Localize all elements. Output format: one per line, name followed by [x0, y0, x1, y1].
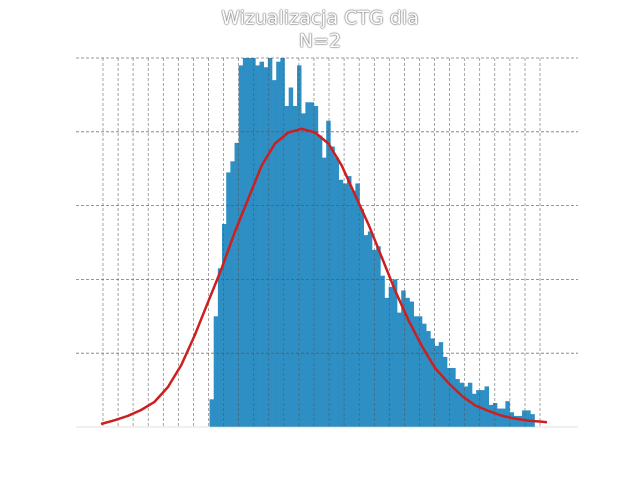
histogram-bar [455, 379, 460, 427]
histogram-bar [280, 58, 285, 427]
histogram-bar [397, 312, 402, 427]
histogram-bar [526, 410, 531, 427]
histogram-bar [513, 415, 519, 427]
chart-title-line-2: N=2 [298, 30, 342, 52]
histogram-bar [288, 87, 294, 428]
histogram-bar [392, 279, 398, 427]
histogram-bar [434, 345, 439, 427]
histogram-bar [209, 399, 214, 427]
histogram-bar [367, 231, 373, 427]
histogram-bar [284, 105, 289, 427]
histogram-bar [276, 61, 281, 427]
histogram-bar [347, 176, 352, 427]
histogram-bar [409, 301, 414, 427]
histogram-bar [297, 65, 302, 427]
histogram-bar [272, 80, 277, 427]
histogram-bar [384, 297, 389, 427]
histogram-bar [405, 297, 410, 427]
histogram-bar [330, 146, 335, 427]
histogram-bar [334, 157, 339, 427]
histogram-bar [463, 386, 469, 427]
histogram-bar [309, 102, 314, 427]
histogram-bar [401, 290, 406, 427]
histogram-bar [476, 390, 481, 427]
histogram-bar [267, 58, 273, 427]
histogram-bar [222, 224, 227, 427]
histogram-bar [338, 179, 344, 427]
histogram-bar [522, 410, 527, 427]
histogram-bar [388, 286, 394, 427]
histogram-bar [355, 183, 360, 427]
histogram-bar [317, 135, 323, 428]
histogram-bar [217, 268, 223, 427]
histogram-bar [263, 67, 269, 427]
histogram-bar [230, 161, 235, 427]
histogram-bar [363, 235, 369, 427]
histogram-bar [442, 356, 448, 427]
histogram-bar [247, 58, 252, 427]
histogram-bar [417, 316, 423, 427]
histogram-bar [292, 105, 298, 427]
histogram-bar [351, 190, 356, 427]
histogram-bar [438, 342, 444, 427]
histogram-bar [342, 183, 348, 427]
histogram-bar [484, 386, 489, 427]
histogram-bar [259, 61, 264, 427]
histogram-bar [226, 172, 231, 427]
histogram-bar [305, 102, 310, 427]
histogram-bar [234, 142, 239, 427]
grid-lines [76, 57, 578, 428]
histogram-bar [238, 65, 244, 427]
histogram-bar [326, 120, 331, 427]
histogram-bar [517, 415, 523, 427]
histogram-bars [209, 58, 535, 428]
histogram-bar [413, 316, 419, 427]
histogram-bar [509, 412, 514, 427]
histogram-bar [301, 113, 306, 427]
histogram-bar [376, 246, 381, 427]
histogram-bar [451, 367, 456, 427]
histogram-bar [255, 65, 260, 427]
histogram-bar [497, 408, 502, 427]
histogram-bar [380, 275, 385, 427]
histogram-bar [422, 323, 427, 427]
histogram-bar [467, 382, 473, 427]
histogram-bar [213, 316, 219, 427]
histogram-bar [426, 331, 431, 427]
chart-title-line-1: Wizualizacja CTG dla [221, 7, 419, 29]
histogram-bar [359, 209, 364, 427]
histogram-bar [313, 105, 319, 427]
histogram-bar [488, 404, 494, 427]
histogram-bar [505, 401, 510, 427]
histogram-bar [430, 338, 435, 427]
histogram-bar [472, 393, 477, 427]
histogram-bar [501, 408, 506, 427]
histogram-bar [242, 58, 248, 427]
histogram-bar [322, 157, 327, 427]
fitted-curve [100, 127, 548, 426]
histogram-bar [447, 367, 452, 427]
histogram-bar [251, 58, 256, 427]
histogram-bar [459, 382, 464, 427]
